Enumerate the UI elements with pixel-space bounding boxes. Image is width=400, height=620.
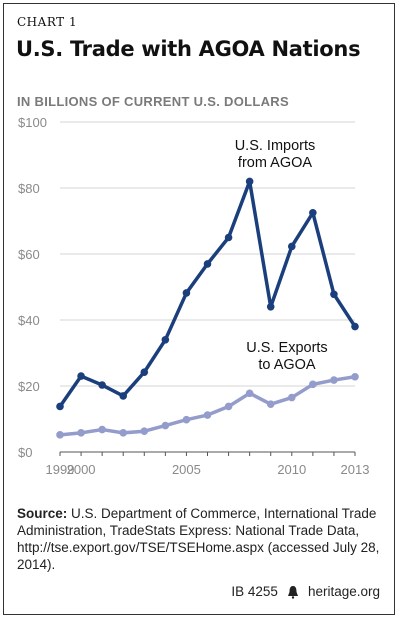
data-point xyxy=(224,233,233,242)
data-point xyxy=(224,402,233,411)
x-tick-label: 2010 xyxy=(277,462,306,477)
series-label: from AGOA xyxy=(238,155,312,171)
x-tick-label: 2013 xyxy=(341,462,370,477)
data-point xyxy=(161,421,170,430)
x-tick-label: 2005 xyxy=(172,462,201,477)
series-label: to AGOA xyxy=(258,357,316,373)
footer-ib: IB 4255 xyxy=(231,584,278,599)
data-point xyxy=(119,392,128,400)
source-prefix: Source: xyxy=(17,506,68,521)
y-tick-label: $0 xyxy=(18,445,32,460)
data-point xyxy=(182,415,191,424)
data-point xyxy=(266,303,275,311)
data-point xyxy=(56,431,64,439)
data-point xyxy=(330,376,338,384)
y-tick-label: $100 xyxy=(18,115,47,130)
footer: IB 4255 heritage.org xyxy=(231,584,380,599)
source-note: Source: U.S. Department of Commerce, Int… xyxy=(17,505,382,573)
data-point xyxy=(119,429,128,437)
data-point xyxy=(351,322,359,331)
series-label: U.S. Exports xyxy=(246,340,327,356)
chart-title: U.S. Trade with AGOA Nations xyxy=(16,37,361,61)
data-point xyxy=(56,402,64,411)
series-label: U.S. Imports xyxy=(235,138,316,154)
data-point xyxy=(98,425,106,434)
data-point xyxy=(287,242,296,251)
chart-subtitle: IN BILLIONS OF CURRENT U.S. DOLLARS xyxy=(17,94,289,109)
data-point xyxy=(245,389,254,398)
x-tick-label: 2000 xyxy=(67,462,96,477)
data-point xyxy=(182,289,191,297)
data-point xyxy=(203,260,212,268)
data-point xyxy=(203,411,212,419)
x-tick-label: 1999 xyxy=(46,462,75,477)
liberty-bell-icon xyxy=(286,585,300,599)
data-point xyxy=(309,208,317,217)
data-point xyxy=(98,381,106,389)
data-point xyxy=(77,429,85,437)
data-point xyxy=(287,393,296,402)
source-text: U.S. Department of Commerce, Internation… xyxy=(17,506,380,572)
y-tick-label: $60 xyxy=(18,247,40,262)
data-point xyxy=(351,372,359,381)
data-point xyxy=(140,427,149,436)
data-point xyxy=(77,372,85,380)
data-point xyxy=(140,368,149,376)
y-tick-label: $80 xyxy=(18,181,40,196)
data-point xyxy=(245,177,254,186)
footer-site: heritage.org xyxy=(307,584,380,599)
y-tick-label: $20 xyxy=(18,379,40,394)
data-point xyxy=(330,290,338,299)
chart-label: CHART 1 xyxy=(17,15,78,29)
chart-frame xyxy=(3,3,395,615)
data-point xyxy=(309,380,317,389)
y-tick-label: $40 xyxy=(18,313,40,328)
data-point xyxy=(266,400,275,408)
data-point xyxy=(161,336,170,344)
